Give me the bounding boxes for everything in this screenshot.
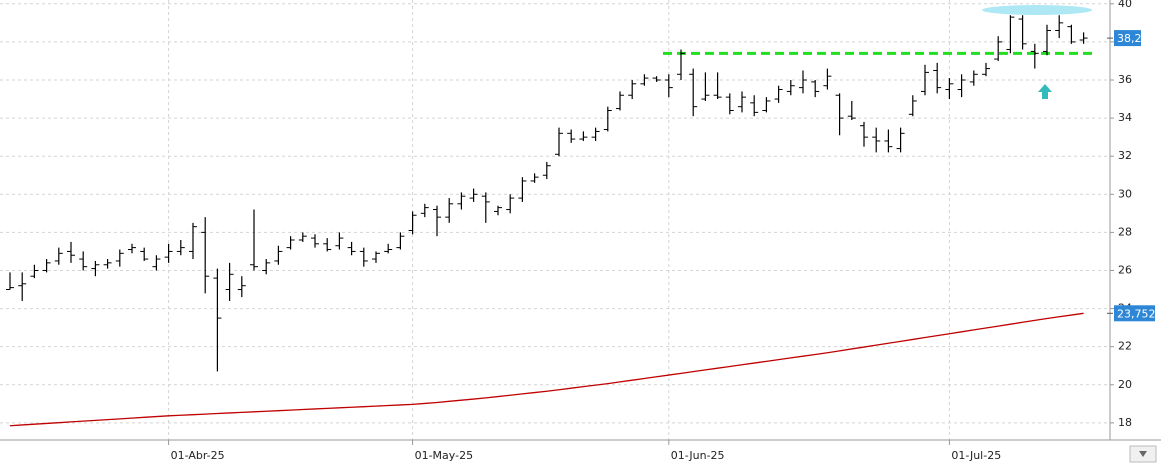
y-tick-label: 36 [1118, 73, 1132, 86]
y-tick-label: 22 [1118, 340, 1132, 353]
y-tick-label: 40 [1118, 0, 1132, 10]
x-tick-label: 01-May-25 [415, 449, 473, 462]
grid [0, 0, 1110, 440]
y-tick-label: 20 [1118, 378, 1132, 391]
y-tick-label: 18 [1118, 416, 1132, 429]
highlight-ellipse [982, 5, 1092, 15]
y-tick-label: 26 [1118, 263, 1132, 276]
y-tick-label: 32 [1118, 149, 1132, 162]
moving-average [9, 312, 1084, 427]
y-tick-label: 28 [1118, 225, 1132, 238]
x-tick-label: 01-Jun-25 [671, 449, 725, 462]
price-box [1114, 30, 1141, 47]
scroll-icon [1139, 451, 1147, 457]
y-tick-label: 30 [1118, 187, 1132, 200]
arrow-up [1038, 84, 1052, 99]
x-tick-label: 01-Abr-25 [171, 449, 225, 462]
price-label: 38,2 [1117, 32, 1142, 45]
plot-area [6, 15, 1092, 427]
price-label: 23,752 [1117, 307, 1156, 320]
x-tick-label: 01-Jul-25 [951, 449, 1001, 462]
price-box [1114, 305, 1155, 322]
y-tick-label: 34 [1118, 111, 1132, 124]
